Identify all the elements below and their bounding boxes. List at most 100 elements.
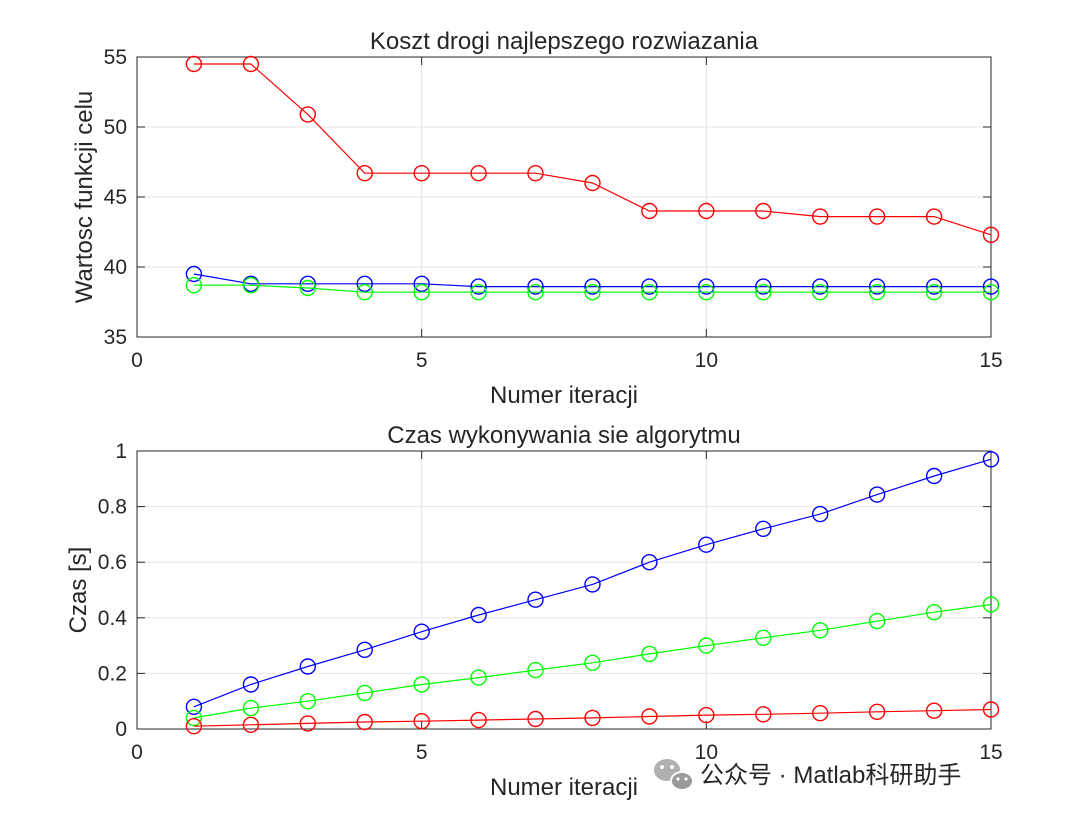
time-chart-x-tick-label-0: 0: [131, 741, 143, 764]
cost-chart-series-0-point-4: [356, 164, 373, 182]
cost-chart-series-0-point-11: [755, 202, 772, 220]
time-chart-series-1: [185, 596, 1000, 727]
time-chart-series-0-point-9: [641, 554, 658, 571]
time-chart-series-0: [185, 451, 1000, 715]
time-chart-series-0-point-13: [868, 486, 886, 503]
time-chart-series-1-point-7: [527, 661, 544, 679]
time-chart-series-1-point-12: [812, 622, 829, 639]
cost-chart-series-1-point-4: [356, 275, 373, 292]
cost-chart-series-0-point-13: [868, 208, 886, 225]
time-chart-series-1-point-8: [584, 654, 601, 671]
time-chart-series-0-point-11: [755, 520, 772, 537]
time-chart-series-2-point-4: [356, 713, 373, 731]
time-chart-series-0-point-5: [413, 623, 430, 640]
time-chart-series-1-point-14: [925, 604, 943, 621]
cost-chart-series-1-point-13: [868, 278, 886, 295]
cost-chart-y-tick-label-35: 35: [104, 326, 127, 349]
cost-chart-series-1: [185, 265, 1000, 295]
cost-chart-series-1-point-8: [584, 278, 601, 295]
cost-chart-series-2-point-9: [641, 284, 658, 301]
time-chart-series-0-point-14: [925, 467, 943, 485]
time-chart-series-2-point-15: [982, 701, 1000, 718]
cost-chart-series-1-point-3: [299, 275, 316, 292]
cost-chart-series-1-point-9: [641, 278, 658, 295]
time-chart-series: [185, 451, 1000, 735]
time-chart-x-axis-title: Numer iteracji: [490, 774, 638, 801]
time-chart-series-0-point-3: [299, 658, 316, 675]
cost-chart-series-1-point-11: [755, 278, 772, 295]
time-chart-series-0-point-12: [812, 505, 829, 523]
cost-chart: 0 5 10 15 35 40 45 50 55 Koszt drogi najlepszego…: [71, 28, 1003, 409]
cost-chart-series-2-point-3: [299, 279, 316, 297]
time-chart-series-1-point-5: [413, 676, 430, 693]
cost-chart-series-1-point-10: [698, 278, 715, 295]
time-chart-y-tick-label-0-2: 0.2: [98, 662, 127, 685]
cost-chart-series-0-point-5: [413, 164, 430, 182]
time-chart-series-2-point-1: [185, 718, 203, 735]
time-chart-series-1-point-1: [185, 709, 203, 727]
cost-chart-y-tick-label-45: 45: [104, 186, 127, 209]
time-chart-series-1-point-3: [299, 693, 316, 710]
time-chart-y-tick-label-0: 0: [115, 718, 127, 741]
cost-chart-x-tick-label-15: 15: [979, 349, 1002, 372]
time-chart-series-1-point-2: [242, 699, 260, 717]
time-chart-series-1-point-15: [982, 596, 1000, 613]
cost-chart-series-2-point-6: [470, 284, 487, 301]
cost-chart-series-0-point-8: [584, 174, 601, 192]
time-chart-series-1-point-10: [698, 637, 715, 654]
cost-chart-series: [185, 55, 1000, 301]
cost-chart-series-0-point-1: [185, 55, 203, 73]
cost-chart-series-0-point-9: [641, 202, 658, 220]
time-chart-series-2-point-8: [584, 709, 601, 727]
cost-chart-series-0-line: [193, 63, 992, 236]
cost-chart-series-2-point-11: [755, 284, 772, 301]
cost-chart-series-1-point-15: [982, 278, 1000, 295]
time-chart-series-0-point-15: [982, 451, 1000, 468]
cost-chart-x-axis-title: Numer iteracji: [490, 382, 638, 409]
cost-chart-series-0-point-7: [527, 164, 544, 182]
watermark-text: 公众号 · Matlab科研助手: [700, 762, 961, 789]
time-chart-y-tick-label-0-6: 0.6: [98, 551, 127, 574]
cost-chart-series-2-point-14: [925, 284, 943, 301]
time-chart-series-2-point-12: [812, 705, 829, 722]
cost-chart-series-2: [185, 277, 1000, 301]
cost-chart-series-1-point-6: [470, 278, 487, 295]
cost-chart-series-1-point-5: [413, 275, 430, 292]
cost-chart-series-2-point-2: [242, 277, 260, 294]
time-chart-series-1-point-6: [470, 669, 487, 686]
cost-chart-y-tick-label-40: 40: [104, 256, 127, 279]
time-chart-x-tick-label-15: 15: [979, 741, 1002, 764]
time-chart-series-2-point-5: [413, 713, 430, 730]
time-chart-series-2-point-7: [527, 710, 544, 728]
time-chart-series-0-line: [193, 458, 992, 708]
cost-chart-title: Koszt drogi najlepszego rozwiazania: [370, 28, 759, 55]
cost-chart-y-tick-label-55: 55: [104, 46, 127, 69]
cost-chart-series-0-point-15: [982, 226, 1000, 244]
time-chart-series-1-point-11: [755, 629, 772, 646]
time-chart-series-2-point-13: [868, 703, 886, 720]
time-chart-y-tick-label-1: 1: [115, 440, 127, 463]
cost-chart-series-1-line: [193, 273, 991, 288]
cost-chart-series-1-point-12: [812, 278, 829, 295]
cost-chart-series-0: [185, 55, 1000, 244]
cost-chart-series-2-point-10: [698, 284, 715, 301]
cost-chart-series-0-point-6: [470, 164, 487, 182]
cost-chart-series-2-point-1: [185, 277, 203, 294]
time-chart-series-0-point-2: [242, 676, 260, 693]
time-chart-series-1-line: [193, 603, 992, 719]
time-chart-series-0-point-1: [185, 698, 203, 715]
time-chart-series-2-point-2: [242, 716, 260, 733]
cost-chart-series-0-point-12: [812, 208, 829, 225]
time-chart-series-0-point-6: [470, 606, 487, 624]
time-chart: 0 5 10 15 0 0.2 0.4 0.6 0.8 1 Czas wykonywania si…: [65, 422, 1003, 801]
time-chart-series-2-point-10: [698, 706, 715, 724]
cost-chart-series-2-point-13: [868, 284, 886, 301]
time-chart-series-2-point-9: [641, 708, 658, 725]
cost-chart-y-axis-title: Wartosc funkcji celu: [71, 91, 98, 304]
cost-chart-x-tick-label-0: 0: [131, 349, 143, 372]
cost-chart-series-2-point-7: [527, 284, 544, 301]
time-chart-series-1-point-9: [641, 645, 658, 663]
cost-chart-series-1-point-1: [185, 265, 203, 283]
